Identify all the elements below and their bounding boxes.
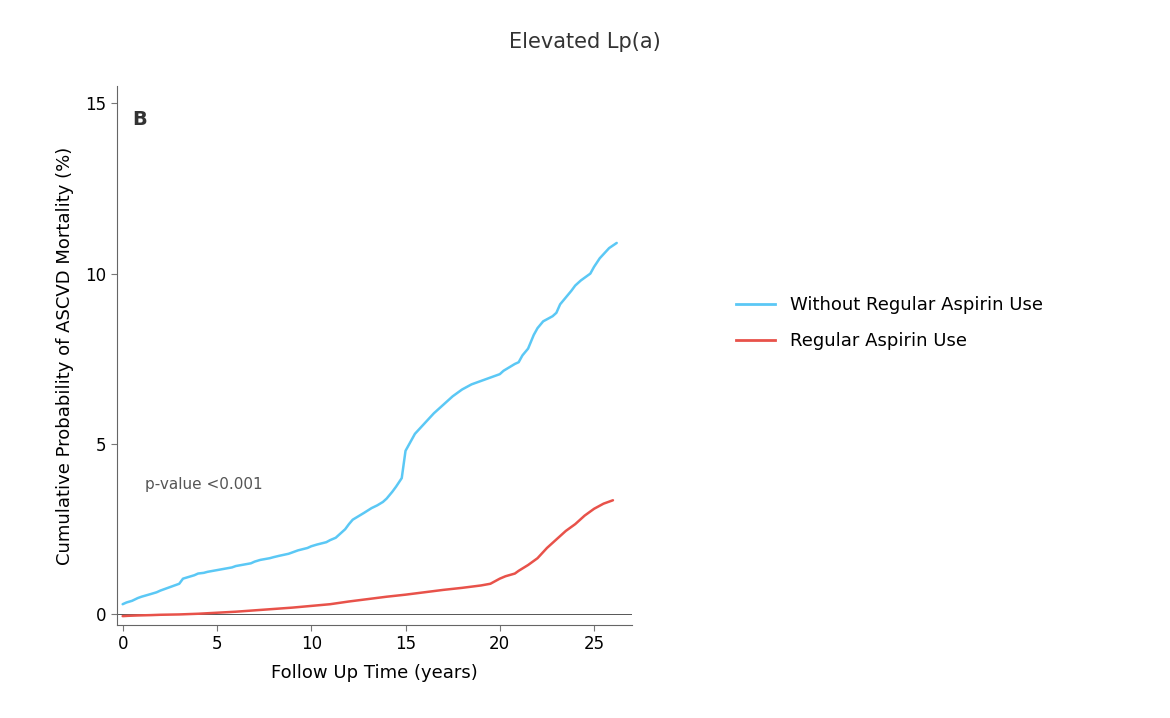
Text: Elevated Lp(a): Elevated Lp(a) [509, 32, 661, 52]
X-axis label: Follow Up Time (years): Follow Up Time (years) [271, 664, 477, 682]
Y-axis label: Cumulative Probability of ASCVD Mortality (%): Cumulative Probability of ASCVD Mortalit… [56, 146, 75, 564]
Text: B: B [132, 110, 147, 129]
Text: p-value <0.001: p-value <0.001 [145, 477, 263, 493]
Legend: Without Regular Aspirin Use, Regular Aspirin Use: Without Regular Aspirin Use, Regular Asp… [729, 289, 1049, 358]
